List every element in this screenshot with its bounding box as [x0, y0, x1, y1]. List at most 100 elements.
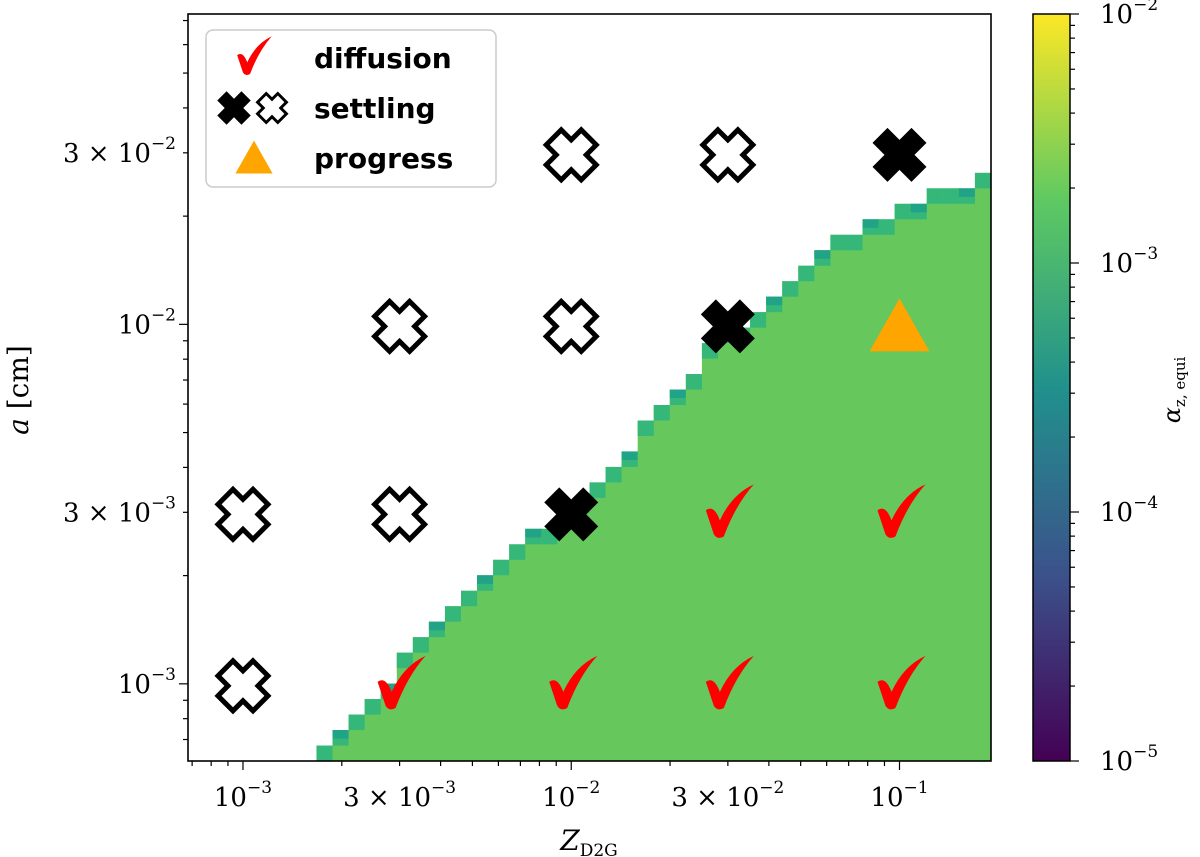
heatmap-edge-cell-dark — [525, 528, 542, 538]
heatmap-edge-cell-dark — [862, 219, 880, 228]
heatmap-column — [862, 219, 880, 761]
open-cross-marker — [371, 485, 429, 543]
heatmap-column — [477, 575, 494, 761]
heatmap-column — [750, 312, 767, 761]
heatmap-edge-cell — [444, 606, 462, 622]
colorbar-tick-label: 10−2 — [1100, 0, 1158, 30]
open-cross-marker — [699, 126, 757, 184]
colorbar-tick-label: 10−5 — [1100, 742, 1158, 777]
heatmap-edge-cell — [316, 745, 334, 761]
heatmap-column — [605, 466, 623, 761]
heatmap-edge-cell — [509, 544, 526, 560]
x-tick-label: 3 × 10−3 — [343, 778, 456, 813]
heatmap-edge-cell — [974, 172, 991, 189]
open-cross-marker — [214, 485, 272, 543]
heatmap-column — [798, 265, 815, 761]
open-cross-marker — [371, 297, 429, 355]
heatmap-column — [653, 405, 671, 761]
data-points — [214, 126, 930, 715]
y-tick-label: 3 × 10−3 — [63, 493, 176, 528]
heatmap-edge-cell-dark — [669, 389, 687, 399]
filled-cross-marker — [700, 299, 755, 354]
heatmap-column — [910, 203, 928, 761]
triangle-marker — [235, 140, 273, 174]
heatmap-column — [942, 188, 960, 761]
heatmap-edge-cell — [894, 203, 912, 220]
legend-label: settling — [314, 92, 436, 125]
heatmap-edge-cell — [589, 482, 607, 498]
heatmap-column — [766, 296, 783, 761]
heatmap-column — [541, 528, 558, 761]
y-tick-label: 10−3 — [118, 665, 176, 700]
heatmap-column — [814, 250, 831, 761]
y-tick-label: 3 × 10−2 — [63, 134, 176, 169]
heatmap-edge-cell — [348, 714, 366, 731]
x-tick-label: 10−1 — [870, 778, 928, 813]
heatmap-edge-cell — [300, 761, 317, 776]
x-tick-label: 3 × 10−2 — [671, 778, 784, 813]
heatmap-column — [958, 188, 976, 761]
heatmap-edge-cell — [926, 188, 944, 204]
heatmap-edge-cell-dark — [428, 621, 446, 631]
colorbar-tick-label: 10−4 — [1100, 493, 1158, 528]
heatmap-column — [926, 188, 944, 761]
heatmap-edge-cell — [364, 699, 382, 715]
heatmap-edge-cell-dark — [332, 730, 350, 739]
heatmap-column — [717, 327, 735, 761]
filled-cross-marker — [217, 91, 251, 125]
heatmap-edge-cell — [685, 374, 703, 390]
colorbar-label: αz, equi — [1158, 357, 1189, 424]
heatmap-edge-cell — [461, 590, 478, 607]
heatmap-column — [974, 172, 991, 761]
legend: diffusion settling progress — [205, 29, 497, 188]
heatmap-edge-cell-dark — [814, 250, 831, 259]
heatmap-column — [734, 327, 751, 761]
heatmap-edge-cell — [605, 466, 623, 483]
x-axis-label: ZD2G — [559, 824, 618, 857]
heatmap-edge-cell — [798, 265, 815, 282]
open-cross-marker — [214, 657, 272, 715]
open-cross-marker — [542, 297, 600, 355]
heatmap-column — [412, 637, 430, 761]
colorbar-tick-label: 10−3 — [1100, 244, 1158, 279]
check-marker — [877, 484, 926, 538]
x-tick-label: 10−2 — [542, 778, 600, 813]
check-marker — [877, 655, 926, 710]
heatmap-edge-cell — [830, 234, 848, 251]
heatmap-column — [509, 544, 526, 761]
heatmap-column — [493, 559, 510, 761]
axis-ticks — [179, 19, 901, 770]
heatmap-column — [878, 219, 896, 761]
heatmap-edge-cell-dark — [910, 203, 928, 213]
heatmap-edge-cell — [942, 188, 960, 204]
heatmap-edge-cell-dark — [477, 575, 494, 584]
colorbar: 10−5 10−4 10−3 10−2 αz, equi — [1032, 0, 1189, 777]
y-axis-label: a [cm] — [2, 345, 35, 435]
heatmap-edge-cell — [782, 281, 799, 297]
heatmap-column — [525, 528, 542, 761]
filled-cross-marker — [544, 487, 599, 542]
check-marker — [705, 484, 754, 538]
heatmap-column — [589, 482, 607, 761]
heatmap-edge-cell — [750, 312, 767, 328]
open-cross-marker — [542, 126, 600, 184]
heatmap-edge-cell-dark — [766, 296, 783, 306]
heatmap-column — [701, 343, 719, 761]
legend-label: diffusion — [314, 42, 452, 75]
heatmap-edge-cell — [653, 405, 671, 421]
heatmap-column — [461, 590, 478, 761]
heatmap-edge-cell — [396, 652, 414, 669]
y-tick-label: 10−2 — [118, 305, 176, 340]
open-cross-marker — [255, 91, 289, 125]
heatmap-column — [685, 374, 703, 761]
axis-labels: 10−3 3 × 10−3 10−2 3 × 10−2 10−1 10−3 3 × 10−3… — [2, 134, 929, 857]
heatmap-edge-cell — [493, 559, 510, 576]
heatmap-column — [621, 451, 639, 761]
heatmap-column — [830, 234, 848, 761]
heatmap-column — [637, 420, 655, 761]
heatmap-edge-cell — [412, 637, 430, 653]
filled-cross-marker — [872, 127, 927, 182]
colorbar-bar — [1032, 13, 1071, 762]
heatmap — [300, 172, 991, 776]
